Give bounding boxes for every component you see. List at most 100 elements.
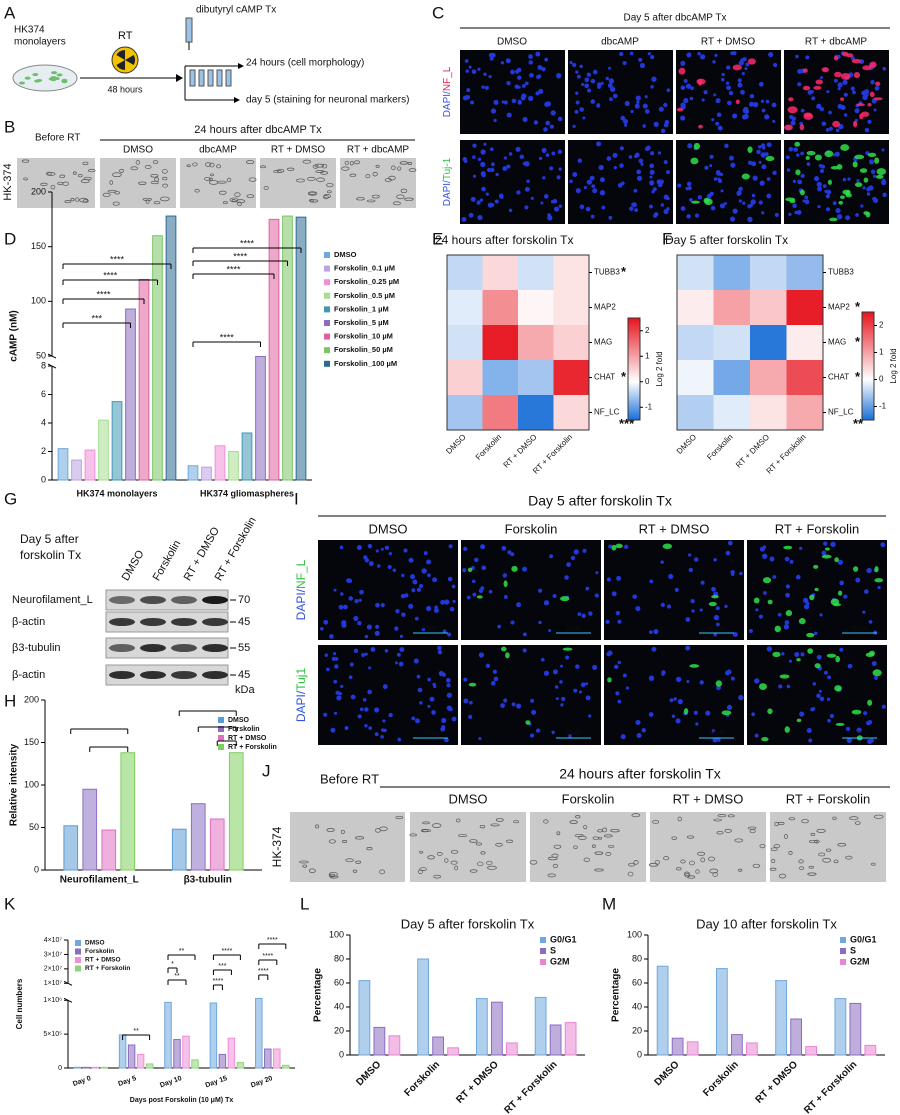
nucleus (588, 611, 593, 616)
nucleus (862, 610, 866, 614)
cell (870, 862, 876, 866)
cell (788, 851, 793, 855)
bar (214, 445, 226, 481)
nucleus (711, 118, 715, 122)
vial (216, 69, 223, 87)
cell (575, 815, 581, 819)
nucleus (611, 591, 617, 597)
chart-title: Day 5 after forskolin Tx (401, 916, 535, 931)
nucleus (359, 707, 364, 712)
nucleus (673, 697, 677, 701)
nucleus (728, 155, 734, 161)
marker-signal (829, 217, 838, 222)
marker-signal (732, 64, 742, 71)
nucleus (764, 152, 769, 157)
nucleus (715, 121, 720, 126)
nucleus (544, 57, 549, 62)
cell (717, 814, 727, 818)
row-label: DAPI/Tuj-1 (442, 157, 453, 206)
heat-cell (677, 395, 714, 430)
nucleus (587, 88, 592, 93)
heat-cell (750, 255, 787, 290)
cell (427, 855, 435, 860)
nucleus (590, 99, 596, 104)
nucleus (556, 175, 561, 180)
cell (814, 839, 820, 844)
marker-signal (851, 58, 862, 64)
nucleus (664, 119, 670, 125)
chart-title: 24 hours after forskolin Tx (435, 233, 574, 247)
nucleus (839, 580, 845, 586)
y-tick-label: 100 (24, 779, 39, 789)
colorbar-tick-label: -1 (645, 402, 653, 411)
heat-cell (786, 395, 823, 430)
nucleus (791, 116, 797, 121)
nucleus (520, 95, 526, 101)
y-tick-label: 200 (24, 694, 39, 704)
nucleus (756, 149, 761, 155)
cell (356, 197, 365, 201)
nucleus (699, 608, 703, 612)
nucleus (754, 678, 760, 684)
cell (150, 173, 159, 178)
nucleus (738, 694, 744, 701)
heat-cell (786, 255, 823, 290)
nucleus (506, 164, 511, 169)
cell (873, 814, 884, 819)
nucleus (725, 81, 730, 85)
cell (759, 844, 766, 849)
nucleus (761, 108, 766, 113)
cell (480, 851, 486, 855)
micrograph (260, 158, 336, 208)
nucleus (724, 143, 729, 149)
legend-label: Forskolin_0.1 µM (334, 264, 395, 273)
marker-signal (813, 564, 819, 569)
nucleus (508, 152, 513, 156)
marker-signal (805, 155, 810, 160)
nucleus (691, 609, 695, 613)
cell (222, 201, 228, 205)
nucleus (711, 729, 716, 733)
nucleus (374, 630, 380, 636)
cell (569, 820, 578, 824)
sig-label: **** (96, 289, 111, 299)
blot-band (202, 644, 228, 652)
nucleus (620, 181, 625, 186)
nucleus (715, 606, 720, 611)
bar (564, 1022, 577, 1056)
legend-swatch (324, 292, 330, 299)
nucleus (762, 545, 767, 549)
nucleus (635, 719, 641, 726)
micrograph (460, 50, 565, 134)
heat-cell (786, 360, 823, 395)
y-tick-label: 80 (334, 953, 344, 963)
kda-label: 55 (238, 642, 250, 654)
cell (422, 821, 430, 825)
colorbar-tick-label: 0 (879, 375, 884, 384)
nucleus (575, 100, 580, 105)
nucleus (409, 574, 416, 580)
nucleus (688, 553, 692, 557)
nucleus (651, 646, 657, 652)
nucleus (868, 159, 874, 165)
bar (775, 980, 788, 1056)
nucleus (377, 564, 381, 568)
cell (107, 189, 117, 193)
nucleus (749, 203, 753, 208)
nucleus (609, 97, 614, 102)
nucleus (716, 171, 721, 176)
bar (282, 215, 293, 481)
cell (145, 199, 150, 204)
nucleus (394, 661, 398, 665)
nucleus (680, 102, 686, 108)
sig-label: **** (220, 332, 235, 342)
marker-signal (875, 174, 884, 179)
nucleus (870, 80, 875, 85)
nucleus (653, 121, 659, 127)
y-tick-label: 150 (24, 737, 39, 747)
nucleus (588, 714, 592, 718)
cell (161, 169, 168, 174)
nucleus (492, 669, 497, 674)
heat-cell (786, 325, 823, 360)
nucleus (472, 143, 477, 148)
